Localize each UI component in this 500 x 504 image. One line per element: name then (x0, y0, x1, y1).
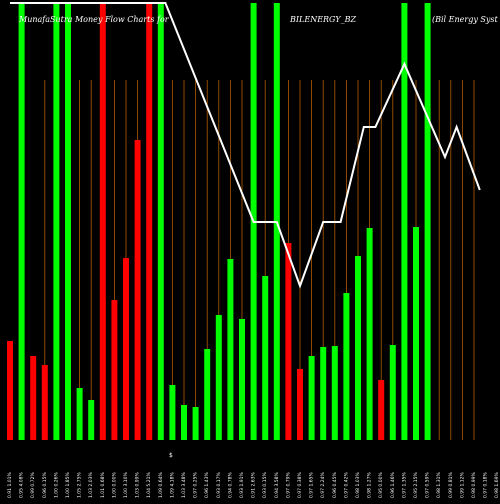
x-tick-label: 0.97 1.65% (309, 472, 315, 498)
x-tick-label: 1.03 2.03% (88, 472, 94, 498)
x-tick-label: 1.03 3.48% (181, 472, 187, 498)
x-tick-label: 1.00 3.10% (123, 472, 129, 498)
bar (227, 259, 234, 440)
bar (111, 300, 118, 440)
x-tick-label: 0.93 0.15% (262, 472, 268, 498)
x-tick-label: 0.96 1.43% (204, 472, 210, 498)
bar (99, 3, 106, 440)
bar (88, 400, 95, 440)
bar (389, 345, 396, 440)
x-tick-label: 1.01 0.68% (100, 472, 106, 498)
x-tick-label: 1.04 5.21% (146, 472, 152, 498)
bar (366, 228, 373, 440)
x-tick-label: 0.98 1.31% (436, 472, 442, 498)
bar (123, 258, 129, 440)
bar (308, 356, 315, 440)
bar (413, 227, 419, 440)
bar (320, 347, 327, 440)
bar (30, 356, 37, 440)
chart-ticker: BILENERGY_BZ (290, 15, 357, 24)
x-tick-label: 1.00 0.00% (111, 472, 117, 498)
bar (7, 341, 13, 440)
chart-title-prefix: MunafaSutra Money Flow Charts for (19, 15, 169, 24)
x-tick-label: 0.96 0.45% (332, 472, 338, 498)
x-tick-label: 0.97 1.35% (401, 472, 407, 498)
x-tick-label: 0.96 0.15% (42, 472, 48, 498)
x-tick-label: 0.99 1.12% (459, 472, 465, 498)
x-tick-label: 1.03 0.99% (135, 472, 141, 498)
x-tick-label: 0.97 0.79% (285, 472, 291, 498)
x-tick-label: 0.91 2.63% (251, 472, 257, 498)
x-tick-label: 0.97 2.24% (320, 472, 326, 498)
bar (239, 319, 245, 440)
bar (285, 243, 292, 440)
bar (401, 3, 408, 440)
x-tick-label: 0.98 0.99% (471, 472, 477, 498)
x-tick-label: 0.98 1.27% (367, 472, 373, 498)
x-tick-label: 0.91 1.01% (7, 472, 13, 498)
x-tick-label: 0.98 1.69% (494, 472, 500, 498)
bar (204, 349, 211, 440)
bar (378, 380, 385, 440)
x-tick-label: 0.93 1.91% (239, 472, 245, 498)
bar (262, 276, 269, 440)
bar (215, 315, 222, 440)
x-tick-label: 0.97 0.18% (483, 472, 489, 498)
bar (157, 3, 164, 440)
x-tick-label: 0.94 3.58% (274, 472, 280, 498)
x-tick-label: 0.96 1.46% (390, 472, 396, 498)
x-tick-label: 0.97 0.25% (193, 472, 199, 498)
chart-company-name: (Bil Energy Syst (432, 15, 498, 24)
x-tick-labels: 0.91 1.01% 0.95 4.08% 0.99 0.72% 0.96 0.15%… (7, 472, 500, 498)
bar (146, 3, 153, 440)
bar (181, 405, 187, 440)
bar (65, 3, 71, 440)
x-tick-label: 0.97 0.59% (425, 472, 431, 498)
bar (18, 3, 25, 440)
bar (53, 3, 60, 440)
money-flow-line (10, 2, 481, 289)
x-tick-label: 1.09 0.64% (158, 472, 164, 498)
bar (355, 256, 361, 440)
x-tick-label: 0.97 0.38% (297, 472, 303, 498)
x-tick-label: 0.99 0.72% (30, 472, 36, 498)
bar (343, 293, 350, 440)
bar (41, 365, 48, 440)
x-axis-marker: $ (169, 452, 173, 459)
bar (331, 346, 338, 440)
x-tick-label: 0.95 0.00% (378, 472, 384, 498)
bar (424, 3, 431, 440)
bar (76, 388, 83, 440)
bar (134, 140, 141, 440)
x-tick-label: 0.95 4.08% (19, 472, 25, 498)
x-tick-label: 0.99 0.81% (448, 472, 454, 498)
x-tick-label: 1.00 0.26% (53, 472, 59, 498)
x-tick-label: 0.95 2.15% (413, 472, 419, 498)
line-layer (10, 2, 481, 289)
bar (169, 385, 176, 440)
x-tick-label: 0.93 0.17% (216, 472, 222, 498)
x-tick-label: 1.09 4.18% (169, 472, 175, 498)
x-tick-label: 0.94 0.78% (227, 472, 233, 498)
x-tick-label: 1.00 1.85% (65, 472, 71, 498)
x-tick-label: 0.97 0.42% (343, 472, 349, 498)
x-tick-label: 1.05 2.75% (77, 472, 83, 498)
bar (297, 369, 303, 440)
x-tick-label: 0.98 1.03% (355, 472, 361, 498)
bar (192, 407, 199, 440)
